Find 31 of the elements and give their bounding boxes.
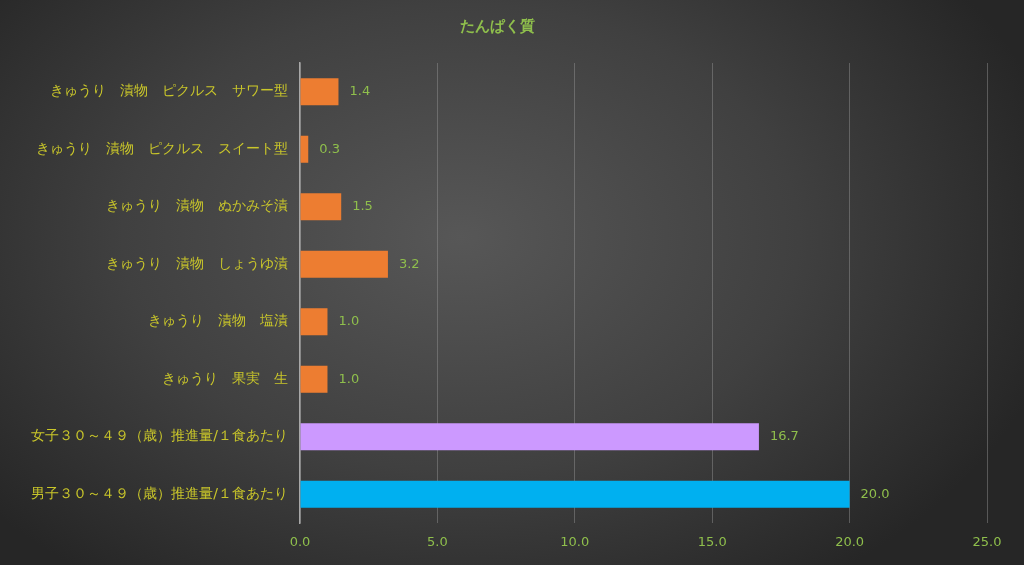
y-tick-label: きゅうり 漬物 しょうゆ漬 <box>106 254 288 271</box>
data-label: 1.0 <box>338 313 360 329</box>
bar <box>300 135 309 163</box>
data-label: 16.7 <box>769 428 799 444</box>
data-label: 1.5 <box>352 198 373 214</box>
y-tick-label: きゅうり 漬物 ピクルス スイート型 <box>36 139 288 156</box>
bar <box>300 308 328 336</box>
y-tick-label: 男子３０～４９（歳）推進量/１食あたり <box>31 484 288 501</box>
data-label: 20.0 <box>860 485 890 501</box>
x-tick-label: 25.0 <box>972 534 1002 550</box>
y-tick-label: きゅうり 漬物 塩漬 <box>148 312 288 329</box>
bar <box>300 250 388 278</box>
y-tick-label: 女子３０～４９（歳）推進量/１食あたり <box>31 427 288 444</box>
y-tick-label: きゅうり 漬物 ピクルス サワー型 <box>50 82 288 99</box>
bar <box>300 193 342 221</box>
x-tick-label: 10.0 <box>560 534 590 550</box>
bar <box>300 78 339 106</box>
data-label: 0.3 <box>319 140 340 156</box>
data-label: 1.0 <box>338 370 360 386</box>
bar <box>300 480 850 508</box>
chart-title: たんぱく質 <box>460 16 535 35</box>
x-tick-label: 5.0 <box>427 534 448 550</box>
y-tick-label: きゅうり 果実 生 <box>162 369 288 386</box>
x-tick-label: 15.0 <box>697 534 727 550</box>
x-tick-label: 0.0 <box>289 534 311 550</box>
x-tick-label: 20.0 <box>835 534 865 550</box>
bar <box>300 423 759 451</box>
data-label: 3.2 <box>398 255 420 271</box>
y-tick-label: きゅうり 漬物 ぬかみそ漬 <box>106 197 288 214</box>
data-label: 1.4 <box>349 83 371 99</box>
bar <box>300 365 328 393</box>
